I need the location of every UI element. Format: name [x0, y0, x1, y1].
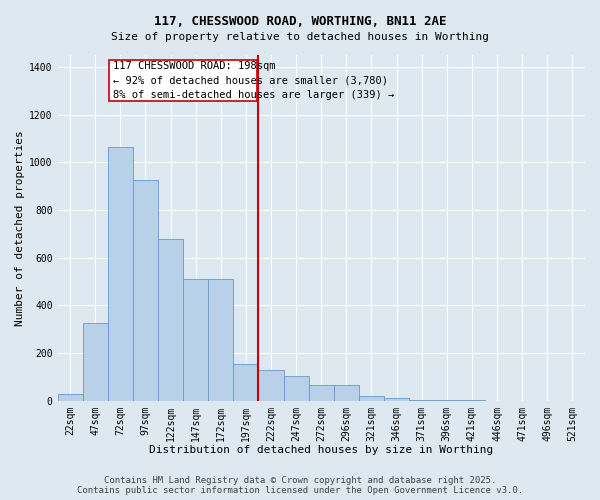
Bar	[133, 180, 158, 400]
Bar	[158, 238, 183, 400]
FancyBboxPatch shape	[109, 60, 257, 102]
Bar	[384, 398, 409, 400]
Text: Contains HM Land Registry data © Crown copyright and database right 2025.
Contai: Contains HM Land Registry data © Crown c…	[77, 476, 523, 495]
Bar	[233, 364, 259, 401]
Bar	[284, 376, 309, 400]
Bar	[58, 394, 83, 400]
Bar	[309, 385, 334, 400]
Bar	[334, 385, 359, 400]
Bar	[359, 396, 384, 400]
Text: Size of property relative to detached houses in Worthing: Size of property relative to detached ho…	[111, 32, 489, 42]
X-axis label: Distribution of detached houses by size in Worthing: Distribution of detached houses by size …	[149, 445, 493, 455]
Bar	[259, 370, 284, 400]
Bar	[108, 147, 133, 401]
Text: 117, CHESSWOOD ROAD, WORTHING, BN11 2AE: 117, CHESSWOOD ROAD, WORTHING, BN11 2AE	[154, 15, 446, 28]
Bar	[83, 323, 108, 400]
Text: 117 CHESSWOOD ROAD: 198sqm
← 92% of detached houses are smaller (3,780)
8% of se: 117 CHESSWOOD ROAD: 198sqm ← 92% of deta…	[113, 61, 394, 100]
Bar	[208, 279, 233, 400]
Y-axis label: Number of detached properties: Number of detached properties	[15, 130, 25, 326]
Bar	[183, 279, 208, 400]
